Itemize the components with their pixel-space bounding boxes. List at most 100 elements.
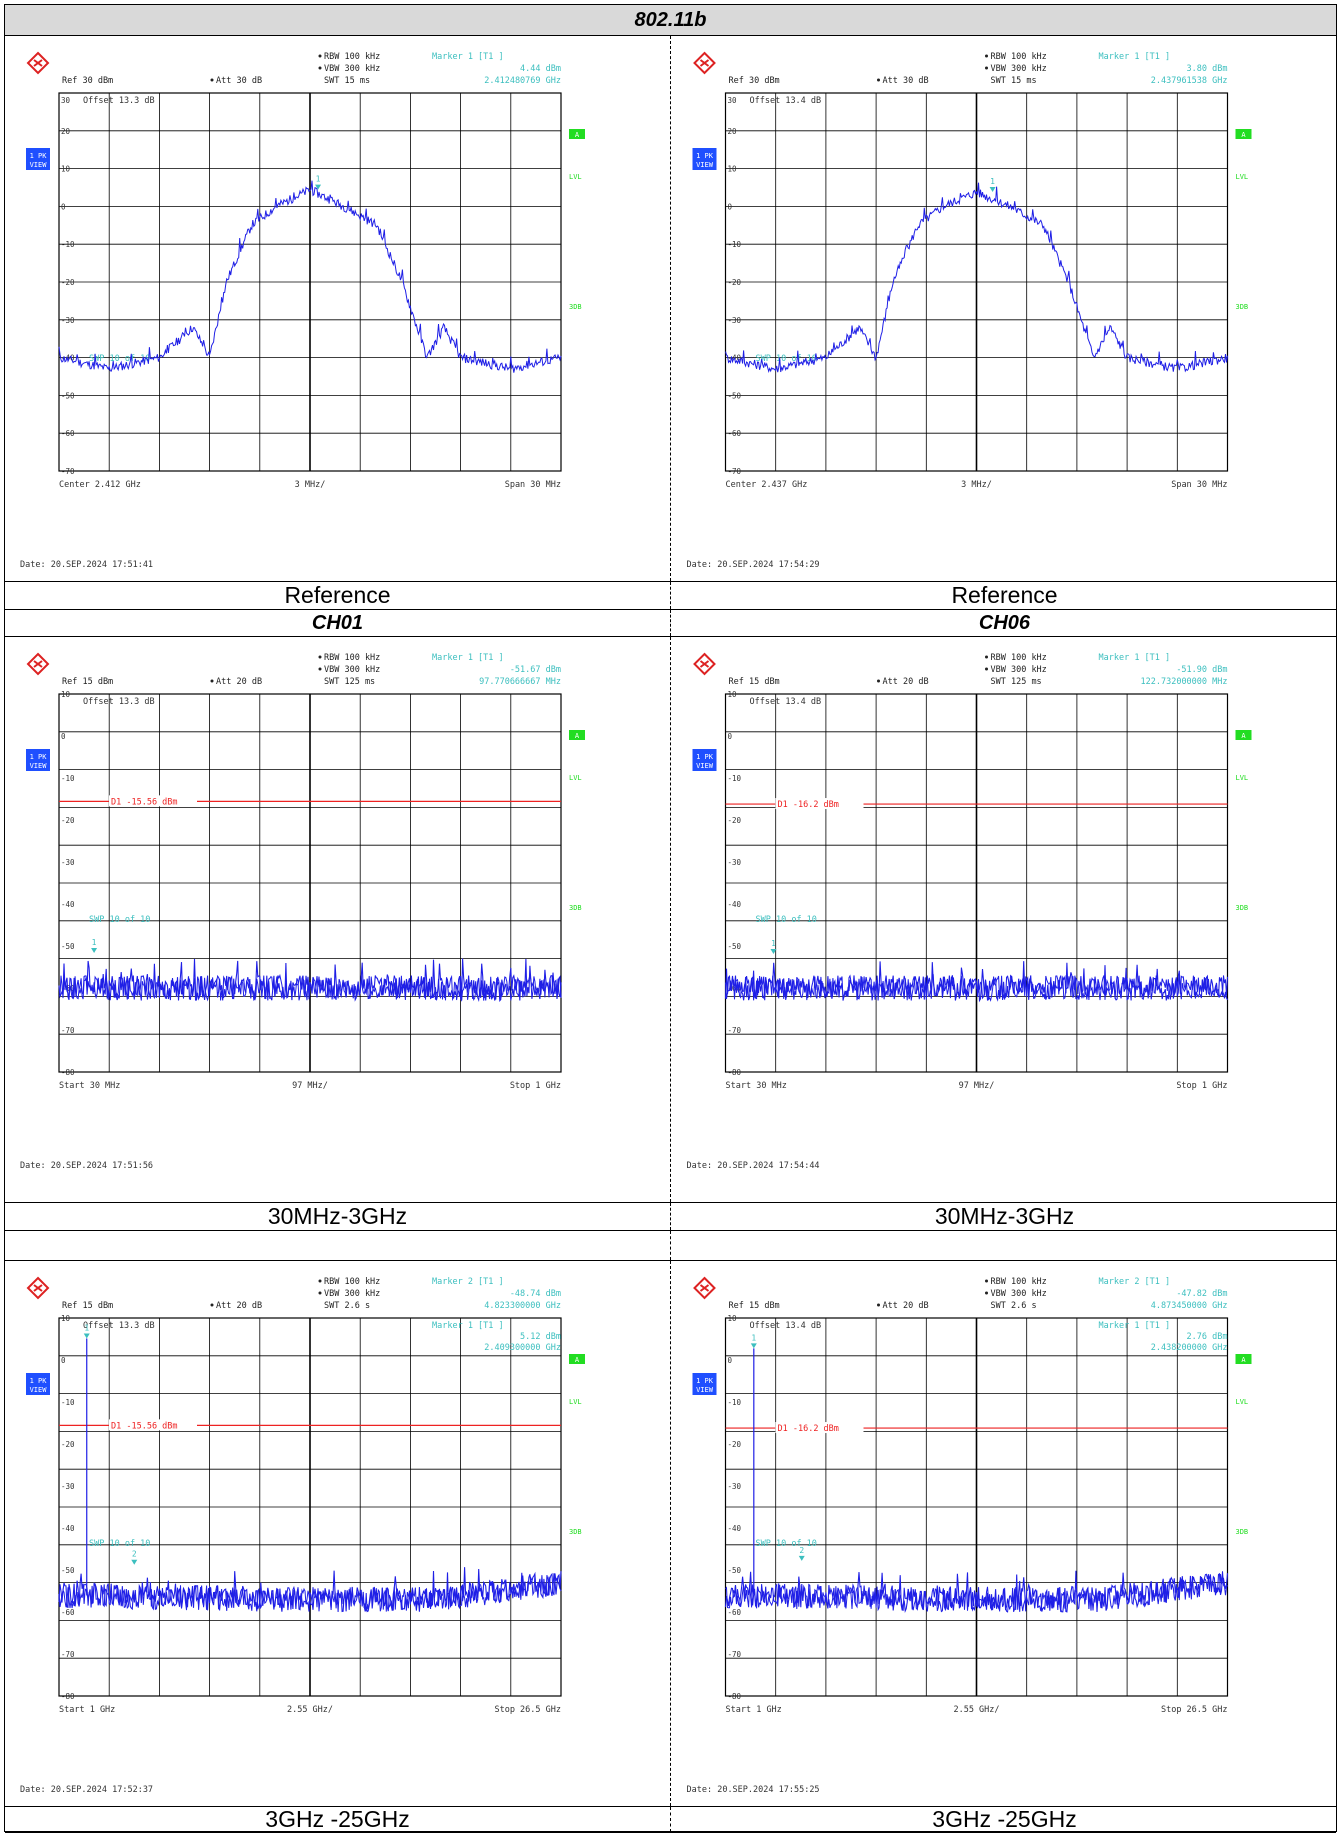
lvl-label: LVL [1236, 774, 1249, 782]
y-tick-label: 10 [728, 690, 738, 699]
limit-label-bg [108, 794, 197, 806]
y-tick-label: -50 [728, 391, 742, 400]
x-stop-label: Stop 1 GHz [1176, 1081, 1227, 1091]
3db-label: 3DB [1236, 303, 1249, 311]
rbw-text: RBW 100 kHz [324, 1277, 380, 1287]
trace-a-badge [568, 729, 585, 740]
vbw-text: VBW 300 kHz [324, 665, 380, 675]
y-tick-label: -20 [61, 1440, 75, 1449]
y-tick-label: -20 [61, 816, 75, 825]
trace-a-label: A [1241, 1356, 1246, 1364]
trace-view-badge [25, 147, 50, 170]
trace-line [725, 182, 1228, 373]
channel-title: CH01 [311, 611, 364, 634]
rs-logo-mark [699, 1283, 710, 1292]
trace-a-label: A [574, 732, 579, 740]
trace-view-badge [692, 1372, 717, 1395]
lvl-label: LVL [569, 774, 582, 782]
sweep-count: SWP 10 of 10 [756, 915, 817, 925]
view-label: VIEW [29, 762, 47, 770]
screenshot-row: RBW 100 kHz VBW 300 kHz SWT 125 ms Marker 1… [5, 637, 1336, 1203]
y-tick-label: -70 [728, 1650, 742, 1659]
rbw-dot-icon [318, 54, 321, 57]
y-tick-label: -10 [728, 1398, 742, 1407]
x-stop-label: Stop 1 GHz [509, 1081, 560, 1091]
y-tick-label: -10 [728, 774, 742, 783]
marker-title: Marker 1 [T1 ] [1099, 653, 1171, 663]
trace-a-badge [1235, 128, 1252, 139]
y-tick-label: -60 [728, 1608, 742, 1617]
rbw-text: RBW 100 kHz [991, 653, 1047, 663]
rs-logo-icon [693, 51, 716, 74]
limit-label: D1 -15.56 dBm [111, 797, 178, 807]
y-tick-label: 0 [61, 732, 66, 741]
trace-a-badge [568, 128, 585, 139]
marker-title: Marker 1 [T1 ] [432, 653, 504, 663]
y-tick-label: -70 [61, 467, 75, 476]
3db-label: 3DB [569, 1528, 582, 1536]
marker-level: 3.80 dBm [1187, 64, 1228, 74]
channel-cell [5, 1231, 671, 1260]
marker-number: 1 [91, 938, 96, 947]
marker2-title: Marker 1 [T1 ] [1099, 1321, 1171, 1331]
caption-cell: 3GHz -25GHz [671, 1806, 1338, 1832]
marker-freq: 2.412480769 GHz [484, 76, 561, 86]
marker-triangle-icon [770, 948, 777, 954]
spectrum-plot: RBW 100 kHz VBW 300 kHz SWT 2.6 s Marker 2 … [20, 1276, 585, 1795]
marker-title: Marker 1 [T1 ] [1099, 52, 1171, 62]
plot-caption: 3GHz -25GHz [265, 1806, 410, 1832]
y-tick-label: 10 [61, 690, 71, 699]
rs-logo-mark [699, 58, 710, 67]
ref-level: Ref 15 dBm [729, 677, 780, 687]
marker-triangle-icon [798, 1555, 805, 1561]
marker-level: -51.67 dBm [509, 665, 560, 675]
y-tick-label: -70 [61, 1026, 75, 1035]
date-stamp: Date: 20.SEP.2024 17:55:25 [687, 1785, 820, 1795]
pk-label: 1 PK [29, 152, 47, 160]
y-tick-label: -70 [728, 1026, 742, 1035]
spectrum-plot: RBW 100 kHz VBW 300 kHz SWT 2.6 s Marker 2 … [687, 1276, 1252, 1795]
marker-level: -51.90 dBm [1176, 665, 1227, 675]
rbw-dot-icon [985, 1279, 988, 1282]
y-tick-label: -20 [728, 1440, 742, 1449]
x-stop-label: Stop 26.5 GHz [494, 1705, 561, 1715]
y-tick-label: -80 [728, 1692, 742, 1701]
trace-a-label: A [1241, 732, 1246, 740]
trace-line [724, 1570, 1229, 1613]
channel-row [5, 1231, 1336, 1261]
y-tick-label: -10 [61, 774, 75, 783]
rs-logo-icon [693, 652, 716, 675]
x-div-label: 2.55 GHz/ [953, 1705, 999, 1715]
limit-label: D1 -16.2 dBm [778, 1424, 839, 1434]
y-tick-label: -10 [728, 240, 742, 249]
x-start-label: Center 2.437 GHz [726, 480, 808, 490]
trace-a-label: A [574, 1356, 579, 1364]
vbw-dot-icon [318, 667, 321, 670]
vbw-dot-icon [985, 1291, 988, 1294]
plot-caption: Reference [284, 582, 391, 608]
swt-text: SWT 15 ms [991, 76, 1037, 86]
y-tick-label: -20 [61, 278, 75, 287]
y-tick-label: -60 [728, 984, 742, 993]
rs-logo-mark [32, 1283, 43, 1292]
attenuation: Att 20 dB [216, 1301, 262, 1311]
rs-logo-icon [693, 1276, 716, 1299]
y-tick-label: 10 [61, 164, 71, 173]
3db-label: 3DB [1236, 904, 1249, 912]
y-tick-label: 20 [728, 126, 738, 135]
y-tick-label: -30 [728, 858, 742, 867]
y-tick-label: 0 [728, 1356, 733, 1365]
plot-caption: 3GHz -25GHz [932, 1806, 1077, 1832]
marker2-freq: 2.438200000 GHz [1151, 1343, 1228, 1353]
analyzer-screenshot: RBW 100 kHz VBW 300 kHz SWT 125 ms Marker 1… [5, 637, 671, 1202]
plot-caption: Reference [951, 582, 1058, 608]
marker2-level: 5.12 dBm [520, 1332, 561, 1342]
marker-level: 4.44 dBm [520, 64, 561, 74]
analyzer-screenshot: RBW 100 kHz VBW 300 kHz SWT 2.6 s Marker 2 … [671, 1261, 1338, 1806]
spectrum-plot: RBW 100 kHz VBW 300 kHz SWT 15 ms Marker 1 … [687, 51, 1252, 570]
marker-triangle-icon [750, 1342, 757, 1348]
offset-text: Offset 13.4 dB [750, 1321, 822, 1331]
limit-label: D1 -15.56 dBm [111, 1421, 178, 1431]
attenuation: Att 20 dB [216, 677, 262, 687]
ref-level: Ref 15 dBm [62, 677, 113, 687]
